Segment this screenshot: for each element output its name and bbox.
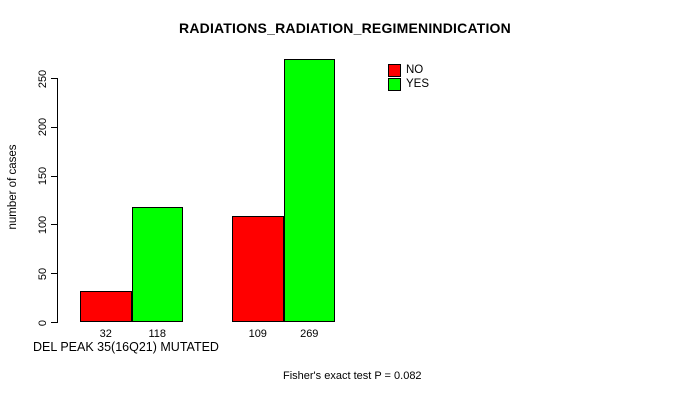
bar-yes-group2	[283, 59, 335, 322]
legend-label-yes: YES	[406, 78, 430, 90]
y-tick-label: 0	[37, 319, 49, 326]
y-tick-label: 200	[37, 118, 49, 137]
legend-item: YES	[388, 78, 429, 91]
bar-no-group2	[232, 215, 284, 322]
chart-title: RADIATIONS_RADIATION_REGIMENINDICATION	[179, 20, 511, 36]
x-axis-title: DEL PEAK 35(16Q21) MUTATED	[33, 340, 219, 354]
bar-value-label: 109	[248, 328, 267, 340]
y-tick-mark	[51, 322, 57, 323]
y-tick-label: 250	[37, 69, 49, 88]
bar-value-label: 118	[148, 328, 167, 340]
y-tick-label: 100	[37, 215, 49, 235]
bar-no-group1	[80, 290, 132, 322]
y-axis-line	[57, 78, 58, 323]
legend-swatch-yes	[388, 78, 401, 91]
legend: NO YES	[388, 64, 429, 92]
y-tick-mark	[51, 126, 57, 128]
bar-value-label: 269	[300, 328, 319, 340]
y-tick-mark	[51, 224, 57, 226]
legend-item: NO	[388, 64, 429, 77]
stat-test-annotation: Fisher's exact test P = 0.082	[283, 370, 422, 382]
bar-value-label: 32	[99, 328, 112, 340]
y-tick-mark	[51, 273, 57, 275]
y-tick-label: 50	[37, 267, 49, 280]
y-tick-mark	[51, 175, 57, 177]
y-axis-title: number of cases	[7, 144, 19, 230]
y-tick-mark	[51, 78, 57, 79]
legend-label-no: NO	[406, 64, 424, 76]
legend-swatch-no	[388, 64, 401, 77]
bar-yes-group1	[131, 206, 183, 322]
y-tick-label: 150	[37, 166, 49, 186]
